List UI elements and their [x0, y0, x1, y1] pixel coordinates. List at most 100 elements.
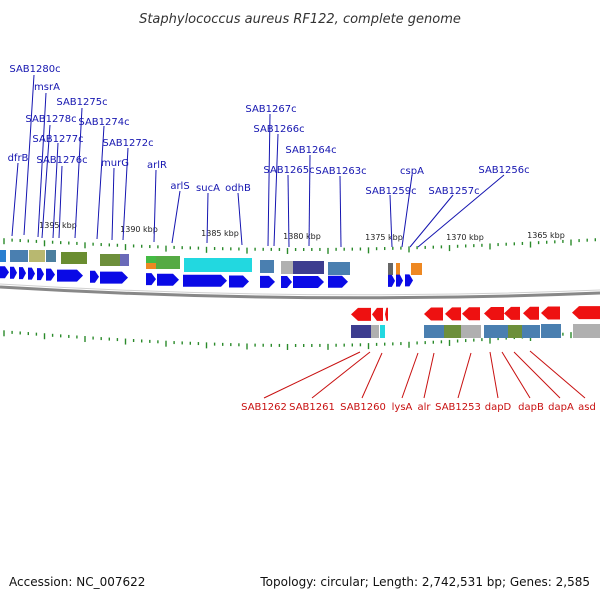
gene-label[interactable]: SAB1266c [253, 124, 304, 135]
feature-block[interactable] [444, 325, 461, 338]
feature-block[interactable] [146, 263, 156, 269]
gene-label[interactable]: asd [578, 402, 596, 413]
gene-label[interactable]: alr [417, 402, 431, 413]
feature-block[interactable] [120, 254, 129, 266]
feature-block[interactable] [100, 254, 120, 266]
gene-label[interactable]: murG [101, 158, 129, 169]
gene-label[interactable]: SAB1277c [32, 134, 83, 145]
gene-label[interactable]: SAB1261 [289, 402, 335, 413]
gene-label[interactable]: cspA [400, 166, 424, 177]
feature-block[interactable] [411, 263, 422, 275]
feature-block[interactable] [184, 258, 252, 272]
gene-label[interactable]: SAB1265c [263, 165, 314, 176]
forward-gene-arrow[interactable] [46, 268, 55, 281]
gene-label[interactable]: SAB1259c [365, 186, 416, 197]
gene-label[interactable]: SAB1256c [478, 165, 529, 176]
reverse-gene-arrow[interactable] [462, 307, 480, 321]
reverse-gene-arrow[interactable] [541, 306, 560, 320]
genome-backbone-shadow [0, 283, 600, 296]
gene-label[interactable]: dapA [548, 402, 574, 413]
forward-gene-arrow[interactable] [100, 271, 128, 284]
gene-label[interactable]: arlR [147, 160, 167, 171]
forward-gene-arrow[interactable] [281, 275, 292, 288]
reverse-feature-track [351, 324, 600, 338]
feature-block[interactable] [371, 325, 379, 338]
feature-block[interactable] [380, 325, 385, 338]
gene-label[interactable]: dfrB [8, 153, 29, 164]
feature-block[interactable] [29, 250, 45, 262]
reverse-gene-arrows [351, 306, 600, 321]
gene-label[interactable]: SAB1275c [56, 97, 107, 108]
gene-label[interactable]: SAB1260 [340, 402, 386, 413]
feature-block[interactable] [461, 325, 481, 338]
feature-block[interactable] [281, 261, 293, 274]
feature-block[interactable] [328, 262, 350, 275]
tick-row-top [3, 238, 596, 254]
map-title: Staphylococcus aureus RF122, complete ge… [139, 12, 461, 27]
reverse-gene-arrow[interactable] [445, 307, 461, 321]
forward-gene-arrow[interactable] [405, 274, 413, 287]
forward-gene-arrow[interactable] [157, 273, 179, 286]
feature-block[interactable] [484, 325, 508, 338]
reverse-gene-arrow[interactable] [385, 307, 388, 321]
forward-gene-arrow[interactable] [328, 275, 348, 288]
reverse-gene-arrow[interactable] [523, 306, 539, 320]
forward-gene-arrow[interactable] [293, 275, 324, 288]
forward-gene-arrow[interactable] [260, 275, 275, 288]
gene-label[interactable]: SAB1280c [9, 64, 60, 75]
gene-label[interactable]: SAB1267c [245, 104, 296, 115]
gene-label[interactable]: arlS [170, 181, 189, 192]
reverse-gene-arrow[interactable] [504, 306, 520, 320]
gene-label[interactable]: SAB1253 [435, 402, 481, 413]
forward-feature-track [0, 250, 422, 275]
gene-label[interactable]: SAB1257c [428, 186, 479, 197]
forward-gene-arrow[interactable] [0, 266, 9, 279]
gene-label[interactable]: odhB [225, 183, 251, 194]
gene-label[interactable]: SAB1262 [241, 402, 287, 413]
feature-block[interactable] [424, 325, 444, 338]
gene-label[interactable]: SAB1272c [102, 138, 153, 149]
feature-block[interactable] [260, 260, 274, 273]
gene-label[interactable]: msrA [34, 82, 60, 93]
feature-block[interactable] [61, 252, 87, 264]
gene-label[interactable]: SAB1278c [25, 114, 76, 125]
forward-gene-arrow[interactable] [146, 273, 156, 286]
feature-block[interactable] [46, 250, 56, 262]
forward-gene-arrow[interactable] [229, 275, 249, 288]
feature-block[interactable] [522, 325, 540, 338]
gene-label[interactable]: SAB1274c [78, 117, 129, 128]
feature-block[interactable] [0, 250, 6, 262]
feature-block[interactable] [508, 325, 522, 338]
gene-label[interactable]: SAB1263c [315, 166, 366, 177]
forward-gene-arrow[interactable] [57, 269, 83, 282]
forward-gene-arrow[interactable] [37, 268, 44, 281]
forward-gene-arrow[interactable] [10, 266, 17, 279]
reverse-gene-arrow[interactable] [424, 307, 443, 321]
reverse-gene-arrow[interactable] [372, 307, 383, 321]
forward-gene-arrow[interactable] [183, 274, 227, 287]
reverse-gene-arrow[interactable] [572, 306, 600, 320]
reverse-gene-arrow[interactable] [484, 307, 504, 321]
feature-block[interactable] [351, 325, 371, 338]
gene-label[interactable]: lysA [392, 402, 413, 413]
feature-block[interactable] [146, 256, 156, 264]
feature-block[interactable] [573, 324, 600, 338]
feature-block[interactable] [541, 324, 561, 338]
gene-label[interactable]: dapD [485, 402, 512, 413]
reverse-gene-arrow[interactable] [351, 307, 371, 321]
kbp-label: 1375 kbp [365, 233, 403, 242]
gene-label[interactable]: sucA [196, 183, 220, 194]
feature-block[interactable] [156, 256, 180, 269]
feature-block[interactable] [293, 261, 324, 274]
gene-label[interactable]: SAB1276c [36, 155, 87, 166]
forward-gene-arrow[interactable] [90, 270, 99, 283]
forward-gene-arrow[interactable] [388, 274, 395, 287]
feature-block[interactable] [388, 263, 393, 275]
forward-gene-arrow[interactable] [396, 274, 403, 287]
forward-gene-arrow[interactable] [28, 267, 35, 280]
feature-block[interactable] [396, 263, 400, 275]
feature-block[interactable] [10, 250, 28, 262]
gene-label[interactable]: dapB [518, 402, 544, 413]
gene-label[interactable]: SAB1264c [285, 145, 336, 156]
forward-gene-arrow[interactable] [19, 267, 26, 280]
